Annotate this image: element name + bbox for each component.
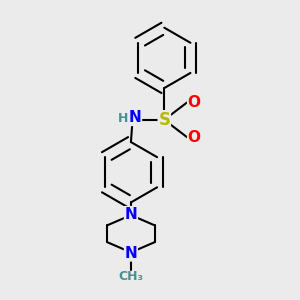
Text: H: H (118, 112, 128, 125)
Text: S: S (158, 111, 170, 129)
Text: O: O (188, 95, 201, 110)
Text: CH₃: CH₃ (118, 270, 143, 283)
Text: N: N (129, 110, 141, 125)
Text: N: N (124, 207, 137, 222)
Text: N: N (124, 246, 137, 261)
Text: O: O (188, 130, 201, 145)
